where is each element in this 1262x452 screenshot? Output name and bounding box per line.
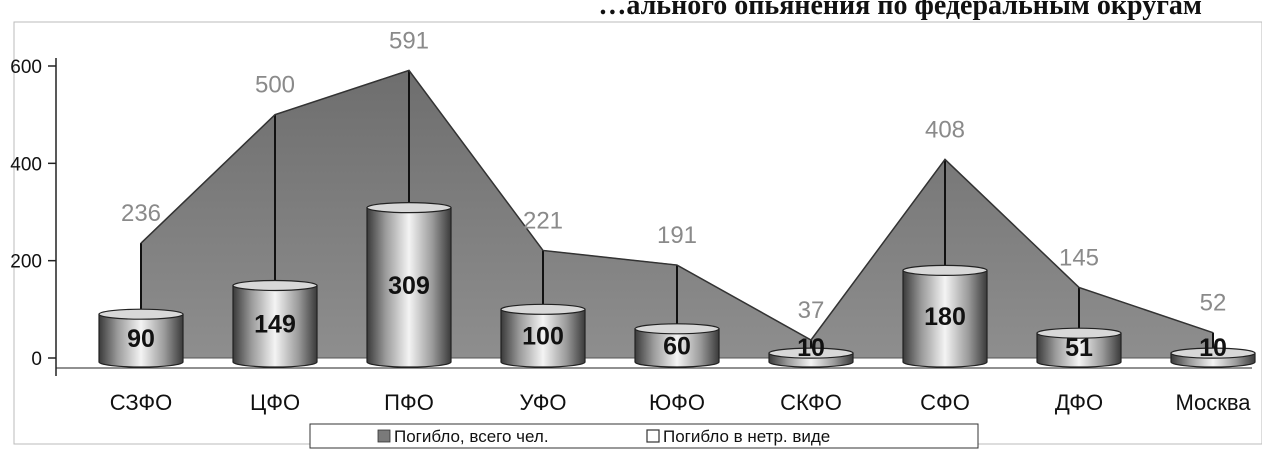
bar-top — [98, 308, 184, 320]
category-label: СЗФО — [110, 390, 173, 415]
total-data-label: 145 — [1059, 244, 1099, 271]
y-tick-label: 400 — [10, 154, 42, 175]
legend — [309, 423, 979, 449]
bar-top — [902, 264, 988, 276]
total-data-label: 591 — [389, 27, 429, 54]
bar-body — [902, 269, 988, 368]
total-data-label: 52 — [1200, 290, 1227, 317]
inner-data-label: 100 — [522, 323, 564, 351]
bar-ПФО — [366, 202, 452, 368]
y-tick-label: 0 — [31, 349, 42, 370]
total-data-label: 408 — [925, 116, 965, 143]
category-label: Москва — [1175, 390, 1251, 415]
bar-body — [98, 313, 184, 368]
inner-data-label: 10 — [797, 334, 825, 362]
bar-body — [634, 328, 720, 368]
bar-СЗФО — [98, 308, 184, 368]
category-label: СКФО — [780, 390, 842, 415]
bar-УФО — [500, 303, 586, 368]
legend-swatch-inner — [646, 429, 660, 443]
bar-body — [500, 308, 586, 368]
category-label: ПФО — [384, 390, 434, 415]
category-label: УФО — [519, 390, 566, 415]
bar-ЦФО — [232, 279, 318, 368]
bar-body — [1036, 332, 1122, 368]
category-label: ЦФО — [250, 390, 300, 415]
total-data-label: 37 — [798, 297, 825, 324]
bar-top — [768, 347, 854, 359]
inner-data-label: 10 — [1199, 334, 1227, 362]
bar-top — [500, 303, 586, 315]
inner-data-label: 90 — [127, 325, 155, 353]
total-data-label: 500 — [255, 72, 295, 99]
y-tick-label: 600 — [10, 57, 42, 78]
inner-data-label: 180 — [924, 303, 966, 331]
legend-label-total: Погибло, всего чел. — [394, 427, 549, 446]
category-label: ЮФО — [649, 390, 705, 415]
inner-data-label: 309 — [388, 272, 430, 300]
bar-top — [1036, 327, 1122, 339]
y-tick-label: 200 — [10, 252, 42, 273]
chart-title: …ального опьянения по федеральным округа… — [598, 0, 1202, 21]
bar-body — [366, 207, 452, 368]
bar-ЮФО — [634, 323, 720, 368]
total-data-label: 236 — [121, 200, 161, 227]
area-top-line — [140, 69, 1214, 341]
total-data-label: 221 — [523, 207, 563, 234]
category-label: СФО — [920, 390, 970, 415]
bar-body — [232, 284, 318, 368]
total-data-label: 191 — [657, 222, 697, 249]
bar-top — [366, 202, 452, 214]
bar-top — [634, 323, 720, 335]
category-label: ДФО — [1055, 390, 1103, 415]
bar-top — [1170, 347, 1256, 359]
legend-swatch-total — [377, 429, 391, 443]
inner-data-label: 60 — [663, 332, 691, 360]
legend-label-inner: Погибло в нетр. виде — [663, 427, 830, 446]
inner-data-label: 149 — [254, 311, 296, 339]
bar-ДФО — [1036, 327, 1122, 368]
bar-top — [232, 279, 318, 292]
bar-СФО — [902, 264, 988, 368]
bar-СКФО — [768, 347, 854, 368]
inner-data-label: 51 — [1065, 334, 1093, 362]
bar-Москва — [1170, 347, 1256, 368]
